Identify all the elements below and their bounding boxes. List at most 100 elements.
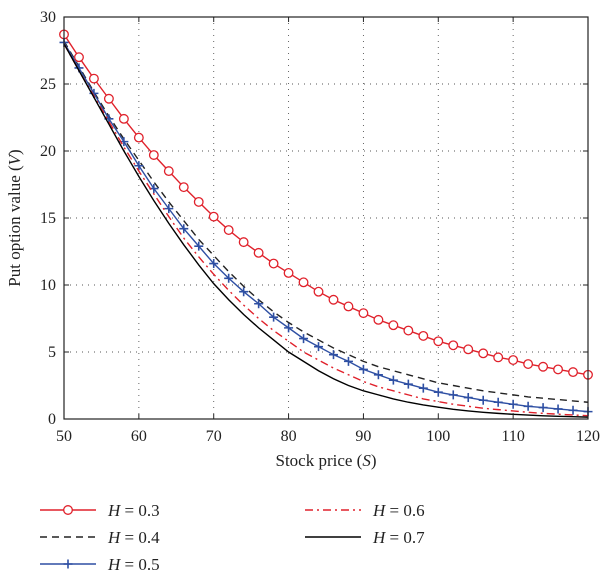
- data-point: [134, 161, 144, 171]
- data-point: [88, 73, 99, 84]
- data-point: [463, 393, 473, 403]
- legend: H = 0.3 H = 0.4 H = 0.5 H = 0.6 H = 0.7: [40, 501, 425, 574]
- data-point: [74, 52, 84, 63]
- x-tick-label: 90: [355, 428, 371, 445]
- legend-label: H = 0.5: [107, 555, 160, 574]
- data-point: [298, 277, 309, 288]
- data-point: [493, 397, 503, 407]
- data-point: [538, 361, 549, 372]
- data-point: [178, 182, 189, 193]
- axis-ticks: 50 60 70 80 90 100 110 120 0 5 10 15 20 25 30: [40, 9, 600, 445]
- data-point: [553, 364, 564, 375]
- y-tick-label: 15: [40, 210, 56, 227]
- y-tick-label: 30: [40, 9, 56, 26]
- data-point: [224, 273, 234, 283]
- legend-marker: [63, 559, 73, 569]
- data-point: [358, 308, 369, 319]
- data-point: [448, 340, 459, 351]
- data-point: [269, 312, 279, 322]
- x-tick-label: 50: [56, 428, 72, 445]
- series-H0-3: [59, 29, 593, 380]
- data-point: [313, 286, 324, 297]
- legend-label: H = 0.7: [372, 528, 425, 547]
- x-tick-label: 100: [426, 428, 450, 445]
- legend-item: H = 0.7: [305, 528, 425, 547]
- data-point: [328, 350, 338, 360]
- legend-item: H = 0.6: [305, 501, 425, 520]
- grid: [64, 17, 588, 419]
- x-tick-label: 80: [281, 428, 297, 445]
- series-line: [63, 34, 589, 376]
- data-point: [223, 225, 234, 236]
- data-point: [314, 342, 324, 352]
- data-point: [343, 356, 353, 366]
- legend-label: H = 0.6: [372, 501, 425, 520]
- data-point: [493, 352, 504, 363]
- x-tick-label: 60: [131, 428, 147, 445]
- legend-label: H = 0.4: [107, 528, 160, 547]
- x-tick-label: 110: [501, 428, 524, 445]
- data-point: [193, 196, 204, 207]
- series-H0-4: [63, 40, 589, 403]
- data-point: [373, 314, 384, 325]
- series-H0-5: [59, 37, 593, 417]
- data-point: [523, 401, 533, 411]
- data-point: [238, 237, 249, 248]
- data-point: [538, 403, 548, 413]
- y-tick-label: 5: [48, 344, 56, 361]
- series-H0-6: [63, 43, 589, 417]
- data-point: [209, 259, 219, 269]
- y-axis-label: Put option value (V): [5, 149, 24, 286]
- data-point: [328, 294, 339, 305]
- legend-item: H = 0.5: [40, 555, 160, 574]
- data-point: [133, 132, 144, 143]
- legend-item: H = 0.3: [40, 501, 160, 520]
- data-point: [433, 336, 444, 347]
- x-axis-label: Stock price (S): [275, 451, 376, 470]
- data-point: [508, 399, 518, 409]
- data-point: [523, 359, 534, 370]
- data-point: [373, 370, 383, 380]
- data-point: [343, 301, 354, 312]
- x-tick-label: 120: [576, 428, 600, 445]
- series-line: [63, 43, 589, 417]
- data-point: [388, 375, 398, 385]
- data-point: [103, 93, 114, 104]
- data-point: [163, 166, 174, 177]
- data-point: [179, 224, 189, 234]
- data-point: [463, 344, 474, 355]
- data-point: [358, 364, 368, 374]
- series-H0-7: [63, 43, 589, 418]
- legend-marker: [63, 505, 73, 515]
- data-point: [418, 383, 428, 393]
- data-point: [254, 299, 264, 309]
- data-point: [268, 258, 279, 269]
- data-point: [148, 150, 159, 160]
- x-tick-label: 70: [206, 428, 222, 445]
- data-point: [239, 287, 249, 297]
- data-point: [194, 241, 204, 251]
- data-point: [164, 204, 174, 214]
- data-point: [388, 320, 399, 331]
- data-point: [508, 355, 519, 365]
- data-point: [433, 387, 443, 397]
- series-line: [63, 42, 589, 413]
- data-point: [448, 390, 458, 400]
- data-point: [403, 379, 413, 389]
- data-point: [118, 113, 129, 124]
- y-tick-label: 20: [40, 143, 56, 160]
- data-point: [253, 247, 264, 258]
- data-point: [284, 323, 294, 333]
- data-point: [553, 404, 563, 414]
- plot-series: [59, 29, 593, 418]
- data-point: [208, 211, 219, 222]
- y-tick-label: 10: [40, 277, 56, 294]
- legend-item: H = 0.4: [40, 528, 160, 547]
- y-tick-label: 0: [48, 411, 56, 428]
- data-point: [478, 348, 489, 359]
- legend-label: H = 0.3: [107, 501, 160, 520]
- series-line: [63, 40, 589, 403]
- series-line: [63, 43, 589, 418]
- data-point: [418, 330, 429, 341]
